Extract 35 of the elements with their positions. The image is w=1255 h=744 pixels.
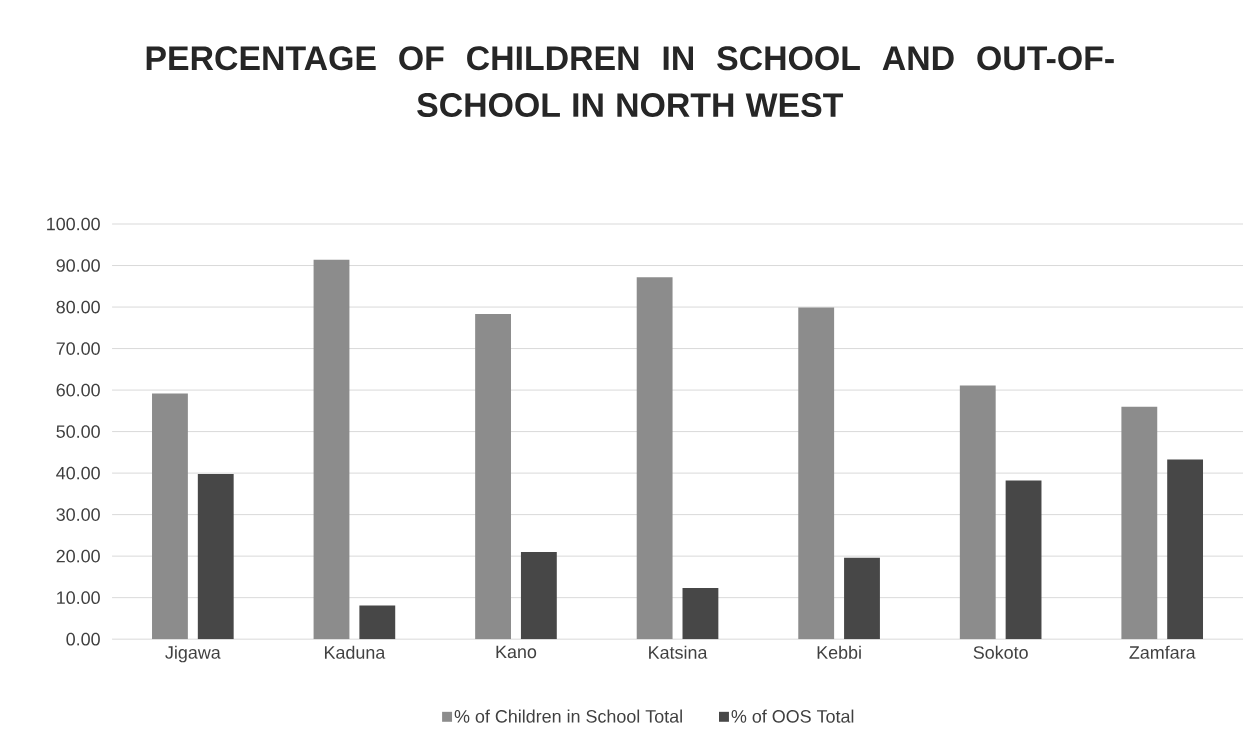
y-tick-label: 0.00	[66, 632, 100, 646]
y-tick-label: 80.00	[56, 300, 100, 314]
bar	[636, 277, 673, 640]
bar	[798, 307, 835, 640]
y-tick-label: 50.00	[56, 425, 100, 439]
y-tick-label: 30.00	[56, 508, 100, 522]
x-tick-label: Zamfara	[1129, 645, 1196, 659]
y-tick-label: 20.00	[56, 549, 100, 563]
y-tick-label: 70.00	[56, 342, 100, 356]
legend-label: % of Children in School Total	[454, 709, 682, 723]
y-tick-label: 10.00	[57, 591, 100, 605]
bar	[197, 474, 234, 640]
bar	[1005, 480, 1042, 640]
x-tick-label: Kebbi	[817, 645, 861, 659]
bar	[959, 385, 996, 640]
legend-label: % of OOS Total	[731, 709, 854, 723]
y-tick-label: 100.00	[47, 217, 100, 231]
x-tick-label: Kano	[496, 645, 537, 659]
x-tick-label: Jigawa	[165, 645, 221, 663]
y-tick-label: 60.00	[56, 383, 100, 397]
x-tick-label: Katsina	[649, 645, 708, 659]
x-tick-label: Sokoto	[973, 645, 1028, 659]
y-tick-label: 40.00	[56, 466, 100, 480]
bar	[359, 605, 396, 640]
bar	[682, 588, 719, 640]
bar	[1167, 459, 1204, 640]
chart-title: PERCENTAGE OF CHILDREN IN SCHOOL AND OUT-OF-SCHOOL IN NORTH WEST	[146, 46, 1114, 118]
bar	[313, 259, 350, 640]
bar	[1121, 406, 1158, 640]
bar	[152, 393, 188, 640]
y-tick-label: 90.00	[56, 259, 100, 272]
bar	[844, 557, 880, 640]
x-tick-label: Kaduna	[324, 645, 386, 659]
bar	[520, 552, 557, 640]
bar	[475, 314, 511, 640]
